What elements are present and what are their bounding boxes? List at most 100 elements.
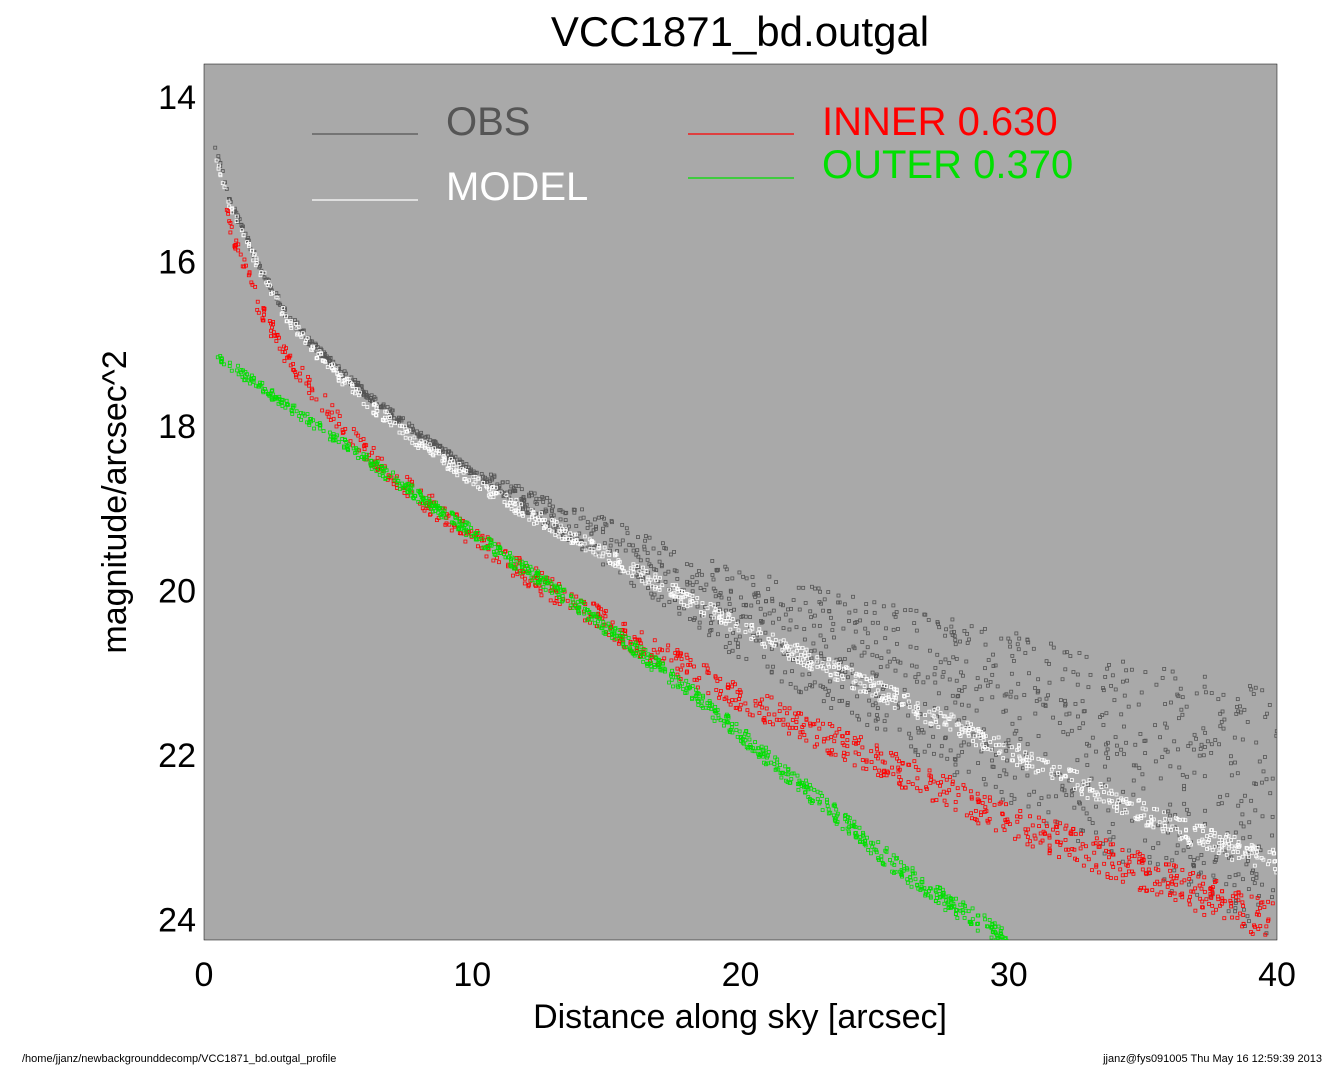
data-point (875, 654, 879, 659)
data-point (1208, 833, 1213, 837)
data-point (1150, 888, 1155, 892)
data-point (832, 817, 837, 822)
data-point (862, 842, 867, 846)
data-point (1127, 859, 1132, 864)
data-point (1263, 715, 1268, 719)
data-point (1189, 879, 1194, 884)
data-point (827, 664, 832, 669)
data-point (481, 481, 485, 485)
data-point (341, 430, 346, 434)
data-point (789, 606, 793, 611)
data-point (1226, 846, 1231, 851)
x-tick-label: 20 (722, 956, 760, 994)
data-point (1224, 852, 1229, 857)
data-point (525, 510, 530, 515)
data-point (770, 599, 775, 604)
data-point (449, 528, 454, 533)
data-point (639, 578, 644, 583)
data-point (975, 676, 980, 681)
data-point (320, 358, 325, 363)
data-point (1084, 654, 1089, 659)
data-point (1136, 702, 1141, 707)
data-point (289, 409, 294, 414)
data-point (733, 706, 738, 710)
data-point (432, 446, 436, 451)
data-point (989, 935, 994, 940)
data-point (960, 908, 965, 912)
data-point (315, 421, 320, 426)
data-point (910, 866, 915, 871)
data-point (560, 598, 565, 603)
data-point (1104, 742, 1108, 747)
data-point (602, 541, 607, 546)
data-point (317, 348, 321, 353)
data-point (1202, 774, 1207, 779)
data-point (757, 627, 762, 632)
data-point (1051, 645, 1056, 650)
data-point (491, 558, 496, 563)
data-point (1270, 895, 1274, 900)
data-point (891, 603, 896, 608)
data-point (1040, 838, 1045, 843)
data-point (1267, 703, 1272, 707)
data-point (880, 759, 885, 764)
data-point (872, 610, 877, 615)
data-point (753, 740, 758, 744)
data-point (476, 485, 480, 490)
data-point (872, 766, 877, 771)
data-point (679, 600, 684, 605)
data-point (944, 627, 949, 632)
data-point (1264, 924, 1269, 929)
data-point (1138, 732, 1143, 736)
data-point (512, 562, 517, 566)
data-point (1002, 828, 1007, 833)
data-point (447, 463, 451, 468)
data-point (936, 725, 941, 729)
data-point (220, 169, 225, 173)
data-point (875, 688, 880, 693)
data-point (1180, 868, 1185, 872)
data-point (1060, 677, 1065, 682)
data-point (364, 452, 369, 457)
data-point (933, 680, 938, 685)
data-point (723, 621, 728, 626)
data-point (739, 615, 744, 619)
data-point (400, 481, 404, 486)
data-point (405, 494, 410, 499)
data-point (1241, 922, 1246, 926)
data-point (381, 469, 386, 474)
data-point (512, 502, 517, 507)
data-point (979, 629, 984, 634)
data-point (1235, 850, 1240, 854)
data-point (987, 795, 992, 800)
data-point (916, 753, 920, 757)
data-point (876, 856, 880, 861)
data-point (969, 722, 973, 727)
data-point (497, 560, 501, 565)
data-point (877, 768, 882, 773)
data-point (1057, 855, 1061, 859)
data-point (953, 638, 958, 643)
data-point (639, 630, 644, 635)
data-point (897, 727, 902, 732)
data-point (952, 773, 957, 778)
data-point (1026, 640, 1031, 645)
data-point (486, 536, 491, 541)
data-point (633, 640, 638, 645)
data-point (763, 612, 767, 617)
data-point (860, 640, 865, 644)
data-point (476, 476, 481, 481)
data-point (697, 625, 702, 630)
data-point (375, 455, 380, 460)
data-point (484, 477, 489, 482)
data-point (1254, 872, 1259, 877)
data-point (982, 794, 987, 799)
data-point (309, 347, 313, 352)
data-point (826, 688, 831, 693)
data-point (335, 409, 340, 414)
data-point (743, 630, 748, 634)
data-point (1094, 790, 1099, 795)
data-point (846, 675, 850, 680)
data-point (964, 659, 969, 664)
data-point (277, 396, 282, 401)
